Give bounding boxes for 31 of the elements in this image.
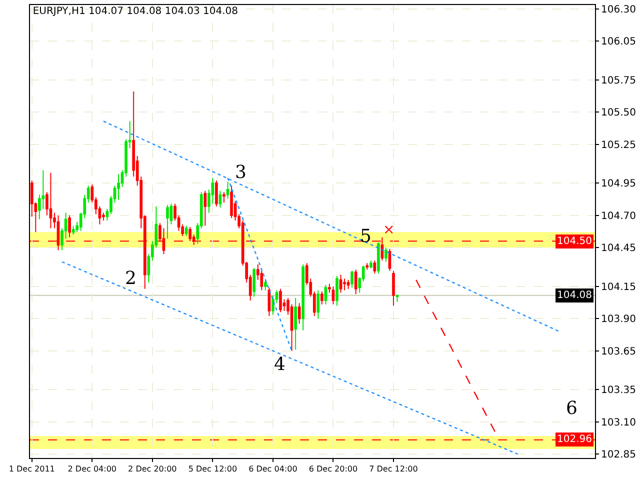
x-tick-label: 2 Dec 04:00 [68, 464, 117, 474]
y-tick-label: 105.75 [601, 75, 636, 86]
y-tick-label: 104.45 [601, 243, 636, 254]
annotation: 3 [235, 162, 246, 183]
y-tick-label: 104.95 [601, 178, 636, 190]
annotation: 2 [125, 268, 136, 289]
y-tick-label: 104.70 [601, 210, 636, 222]
annotation: 5 [360, 226, 372, 247]
y-tick-label: 103.10 [601, 417, 636, 428]
y-tick-label: 103.90 [601, 314, 636, 326]
y-tick-label: 102.85 [601, 450, 636, 461]
x-tick-label: 1 Dec 2011 [8, 464, 55, 474]
annotation: 4 [274, 354, 286, 375]
x-tick-label: 2 Dec 20:00 [128, 464, 177, 474]
annotation: × [383, 222, 395, 238]
ref-line-label: 104.50 [557, 236, 592, 247]
y-tick-label: 104.15 [601, 282, 636, 293]
ref-line-label: 104.08 [557, 290, 592, 301]
y-tick-label: 106.05 [601, 36, 636, 48]
chart-title: EURJPY,H1 104.07 104.08 104.03 104.08 [32, 6, 238, 18]
x-tick-label: 6 Dec 04:00 [248, 464, 298, 474]
annotation: 6 [566, 398, 578, 419]
x-tick-label: 7 Dec 12:00 [369, 464, 418, 474]
x-tick-label: 5 Dec 12:00 [188, 464, 238, 474]
ref-line-label: 102.96 [557, 434, 592, 445]
x-tick-label: 6 Dec 20:00 [308, 464, 358, 474]
y-tick-label: 105.50 [601, 108, 636, 119]
y-tick-label: 103.35 [601, 385, 636, 396]
y-tick-label: 105.25 [601, 140, 636, 151]
y-tick-label: 103.65 [601, 346, 636, 358]
y-tick-label: 106.30 [601, 4, 636, 16]
